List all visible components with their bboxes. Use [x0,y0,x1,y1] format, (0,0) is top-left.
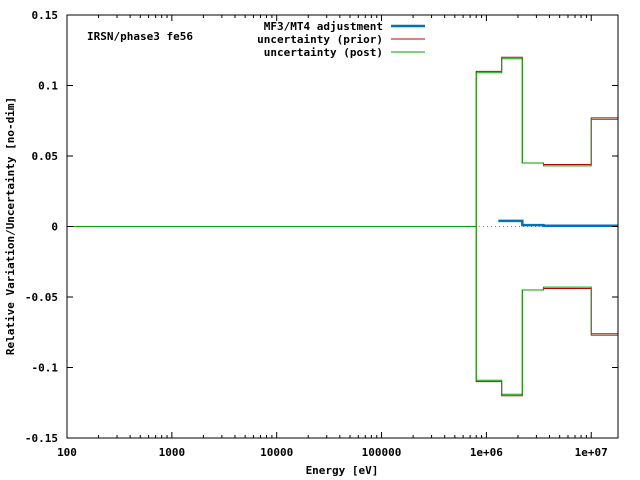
series-uncertainty-post-lower [67,226,618,395]
x-axis-label: Energy [eV] [306,464,379,477]
y-tick-label: 0.1 [38,80,58,93]
legend-label: MF3/MT4 adjustment [264,20,383,33]
y-tick-label: -0.15 [25,432,58,445]
x-tick-label: 1e+07 [575,446,608,459]
x-tick-label: 1e+06 [470,446,503,459]
series-layer [67,56,618,397]
series-uncertainty-post [67,58,618,227]
y-tick-label: -0.05 [25,291,58,304]
x-tick-label: 100 [57,446,77,459]
series-mf3-mt4-adjustment [498,219,618,228]
tick-layer [66,14,618,439]
y-tick-label: 0.05 [32,150,59,163]
y-tick-label: -0.1 [32,362,59,375]
y-tick-label: 0.15 [32,9,59,22]
x-tick-label: 1000 [159,446,186,459]
x-tick-label: 100000 [362,446,402,459]
y-axis-label: Relative Variation/Uncertainty [no-dim] [4,97,17,355]
legend-label: uncertainty (prior) [257,33,383,46]
y-tick-label: 0 [51,221,58,234]
chart-annotation: IRSN/phase3 fe56 [87,30,193,43]
x-tick-label: 10000 [260,446,293,459]
legend-label: uncertainty (post) [264,46,383,59]
